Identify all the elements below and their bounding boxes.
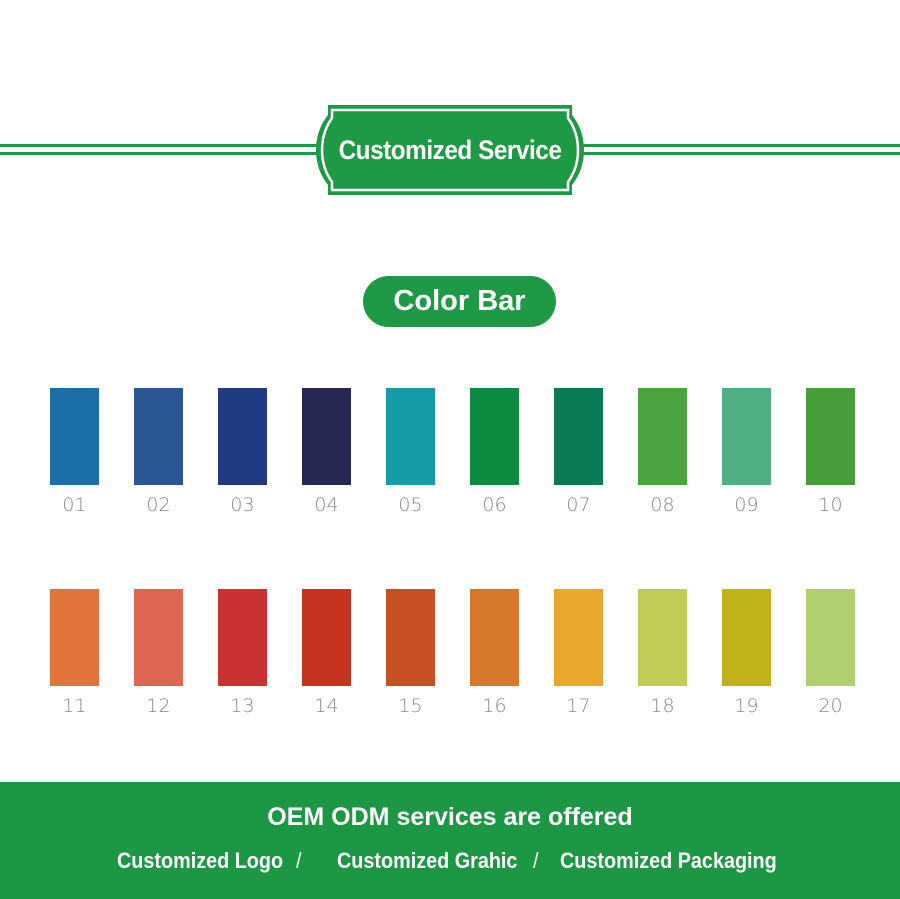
color-swatch bbox=[554, 589, 603, 686]
color-swatch-label: 15 bbox=[398, 695, 423, 717]
color-swatch-label: 11 bbox=[62, 695, 87, 717]
color-swatch bbox=[302, 388, 351, 485]
color-swatch bbox=[218, 388, 267, 485]
color-swatch-label: 07 bbox=[566, 494, 591, 516]
color-swatch bbox=[218, 589, 267, 686]
color-swatch bbox=[722, 388, 771, 485]
color-swatch bbox=[470, 388, 519, 485]
color-swatch-label: 17 bbox=[566, 695, 591, 717]
color-swatch-label: 05 bbox=[398, 494, 423, 516]
footer-separator: / bbox=[296, 848, 302, 873]
color-swatch bbox=[638, 589, 687, 686]
color-swatch bbox=[806, 388, 855, 485]
color-swatch-label: 13 bbox=[230, 695, 255, 717]
color-swatch-label: 19 bbox=[734, 695, 759, 717]
color-swatch-label: 06 bbox=[482, 494, 507, 516]
color-swatch-label: 08 bbox=[650, 494, 675, 516]
header-title: Customized Service bbox=[338, 135, 562, 165]
color-swatch bbox=[806, 589, 855, 686]
footer-item-graphic: Customized Grahic bbox=[337, 848, 518, 873]
color-swatch-label: 01 bbox=[62, 494, 87, 516]
color-swatch bbox=[50, 589, 99, 686]
color-swatch bbox=[134, 388, 183, 485]
footer-item-logo: Customized Logo bbox=[117, 848, 284, 873]
color-swatch-label: 02 bbox=[146, 494, 171, 516]
footer-item-packaging: Customized Packaging bbox=[560, 848, 777, 873]
color-swatch bbox=[50, 388, 99, 485]
color-swatch bbox=[386, 589, 435, 686]
color-swatch-label: 16 bbox=[482, 695, 507, 717]
color-swatch bbox=[302, 589, 351, 686]
color-swatch-label: 09 bbox=[734, 494, 759, 516]
footer-headline: OEM ODM services are offered bbox=[267, 803, 633, 831]
color-swatch-label: 20 bbox=[818, 695, 843, 717]
color-swatch-label: 04 bbox=[314, 494, 339, 516]
color-swatch-label: 14 bbox=[314, 695, 339, 717]
color-swatch bbox=[638, 388, 687, 485]
footer-banner: OEM ODM services are offered Customized … bbox=[0, 782, 900, 899]
color-swatch-label: 18 bbox=[650, 695, 675, 717]
color-swatch bbox=[386, 388, 435, 485]
color-swatch bbox=[722, 589, 771, 686]
color-swatch-label: 12 bbox=[146, 695, 171, 717]
color-swatch-label: 03 bbox=[230, 494, 255, 516]
banner-frame-icon bbox=[316, 105, 584, 195]
color-swatch-label: 10 bbox=[818, 494, 843, 516]
color-swatch bbox=[134, 589, 183, 686]
footer-separator: / bbox=[533, 848, 539, 873]
header-banner: Customized Service bbox=[316, 105, 584, 195]
color-swatch bbox=[554, 388, 603, 485]
section-title: Color Bar bbox=[363, 276, 556, 327]
color-swatch bbox=[470, 589, 519, 686]
